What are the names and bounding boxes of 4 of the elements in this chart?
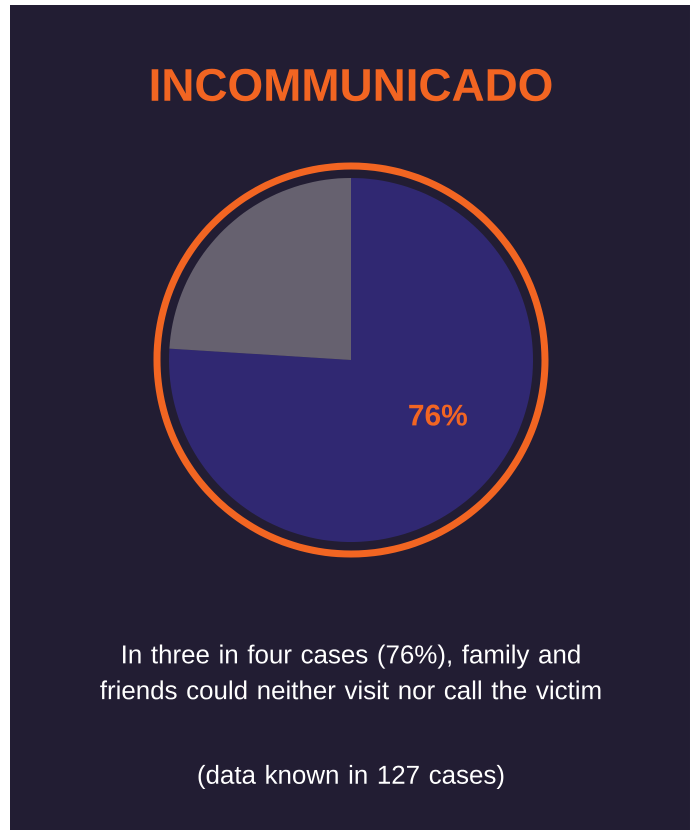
text: (data known in 127 cases) — [198, 764, 504, 790]
text: In three in four cases (76%), family and friends could neither visit nor call the victim — [100, 644, 600, 700]
data-label: 76% — [409, 404, 467, 426]
chart-title: INCOMMUNICADO — [152, 68, 552, 102]
